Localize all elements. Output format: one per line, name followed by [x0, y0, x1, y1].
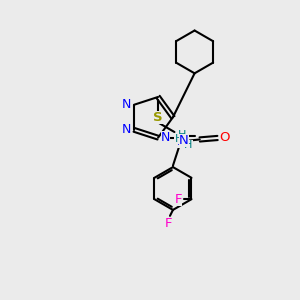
Text: F: F	[174, 193, 182, 206]
Text: O: O	[219, 131, 229, 145]
Text: N: N	[177, 135, 187, 148]
Text: H: H	[178, 130, 186, 140]
Text: S: S	[153, 111, 163, 124]
Text: F: F	[165, 217, 172, 230]
Text: H: H	[184, 140, 193, 150]
Text: H: H	[174, 134, 183, 145]
Text: N: N	[122, 123, 131, 136]
Text: N: N	[179, 134, 189, 147]
Text: N: N	[122, 98, 131, 111]
Text: N: N	[161, 131, 170, 144]
